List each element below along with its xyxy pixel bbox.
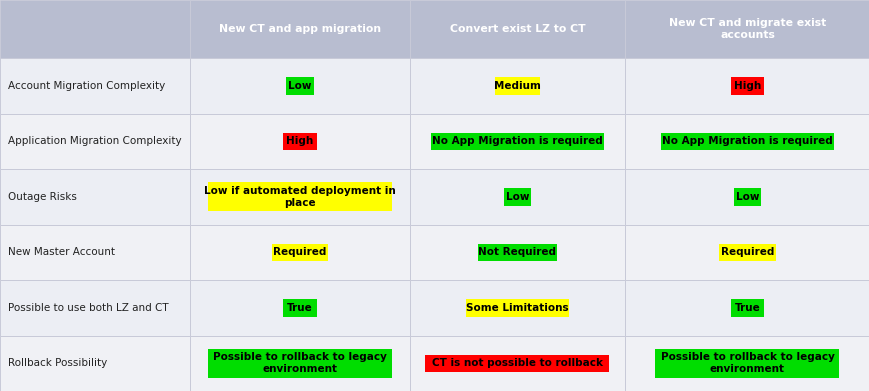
Bar: [409, 0, 624, 58]
Text: Convert exist LZ to CT: Convert exist LZ to CT: [449, 24, 585, 34]
Text: Low: Low: [735, 192, 759, 202]
Text: Possible to rollback to legacy
environment: Possible to rollback to legacy environme…: [660, 352, 833, 374]
Text: Account Migration Complexity: Account Migration Complexity: [8, 81, 165, 91]
Text: New CT and migrate exist
accounts: New CT and migrate exist accounts: [668, 18, 826, 40]
Text: New Master Account: New Master Account: [8, 247, 115, 257]
Bar: [409, 224, 624, 280]
Bar: [189, 224, 409, 280]
Bar: [624, 280, 869, 335]
Bar: [409, 113, 624, 169]
Text: Low: Low: [505, 192, 528, 202]
Bar: [409, 335, 624, 391]
Bar: [730, 299, 763, 316]
Text: Possible to rollback to legacy
environment: Possible to rollback to legacy environme…: [213, 352, 387, 374]
Bar: [189, 113, 409, 169]
Bar: [0, 335, 189, 391]
Bar: [0, 58, 189, 113]
Text: High: High: [286, 136, 313, 146]
Bar: [189, 0, 409, 58]
Text: No App Migration is required: No App Migration is required: [432, 136, 602, 146]
Bar: [494, 77, 540, 95]
Text: True: True: [287, 303, 313, 313]
Text: Some Limitations: Some Limitations: [466, 303, 568, 313]
Bar: [431, 133, 603, 150]
Bar: [624, 335, 869, 391]
Text: Application Migration Complexity: Application Migration Complexity: [8, 136, 182, 146]
Bar: [208, 182, 392, 211]
Text: True: True: [733, 303, 760, 313]
Bar: [624, 58, 869, 113]
Bar: [654, 349, 839, 378]
Text: Low: Low: [288, 81, 311, 91]
Bar: [189, 335, 409, 391]
Bar: [503, 188, 531, 206]
Bar: [0, 113, 189, 169]
Bar: [660, 133, 833, 150]
Bar: [208, 349, 392, 378]
Bar: [0, 224, 189, 280]
Bar: [283, 133, 316, 150]
Text: Rollback Possibility: Rollback Possibility: [8, 358, 107, 368]
Bar: [0, 169, 189, 224]
Bar: [409, 58, 624, 113]
Bar: [477, 244, 557, 261]
Text: Not Required: Not Required: [478, 247, 556, 257]
Bar: [409, 280, 624, 335]
Text: High: High: [733, 81, 760, 91]
Bar: [283, 299, 316, 316]
Bar: [624, 113, 869, 169]
Bar: [0, 0, 189, 58]
Text: New CT and app migration: New CT and app migration: [219, 24, 381, 34]
Bar: [466, 299, 568, 316]
Bar: [624, 169, 869, 224]
Text: No App Migration is required: No App Migration is required: [661, 136, 832, 146]
Bar: [624, 224, 869, 280]
Bar: [409, 169, 624, 224]
Bar: [0, 280, 189, 335]
Bar: [286, 77, 314, 95]
Text: Possible to use both LZ and CT: Possible to use both LZ and CT: [8, 303, 169, 313]
Text: Required: Required: [273, 247, 327, 257]
Text: Required: Required: [720, 247, 773, 257]
Text: Medium: Medium: [494, 81, 541, 91]
Bar: [730, 77, 763, 95]
Bar: [425, 355, 609, 372]
Bar: [733, 188, 760, 206]
Bar: [189, 169, 409, 224]
Bar: [624, 0, 869, 58]
Bar: [189, 58, 409, 113]
Bar: [189, 280, 409, 335]
Text: CT is not possible to rollback: CT is not possible to rollback: [432, 358, 602, 368]
Bar: [719, 244, 775, 261]
Bar: [271, 244, 328, 261]
Text: Outage Risks: Outage Risks: [8, 192, 76, 202]
Text: Low if automated deployment in
place: Low if automated deployment in place: [204, 186, 395, 208]
